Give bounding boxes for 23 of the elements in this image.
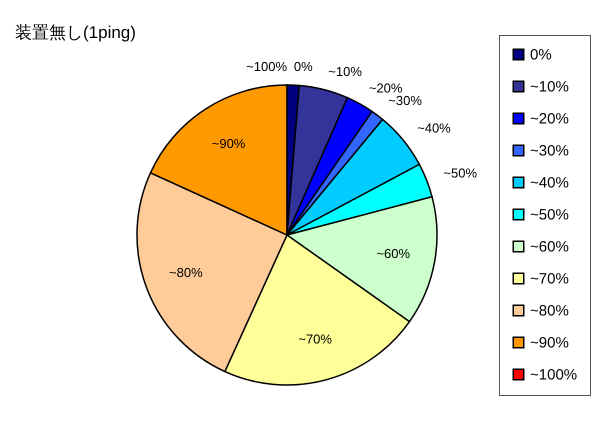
- legend-label: ~50%: [530, 206, 569, 224]
- legend-label: 0%: [530, 46, 552, 64]
- legend-label: ~40%: [530, 174, 569, 192]
- legend-label: ~100%: [530, 366, 578, 384]
- slice-label: ~20%: [368, 80, 403, 96]
- slice-label: ~90%: [212, 136, 246, 152]
- legend-label: ~90%: [530, 334, 569, 352]
- slice-label: ~30%: [388, 92, 422, 108]
- slice-label: ~10%: [328, 64, 362, 80]
- slice-label: ~80%: [169, 264, 204, 280]
- legend-label: ~30%: [530, 142, 569, 160]
- category-label: ~100%: [246, 59, 287, 74]
- slice-label: 0%: [294, 59, 314, 74]
- legend-label: ~80%: [530, 302, 569, 320]
- slice-label: ~60%: [376, 246, 411, 262]
- legend-label: ~20%: [530, 110, 569, 128]
- legend-label: ~10%: [530, 78, 569, 96]
- slice-label: ~50%: [443, 166, 478, 181]
- slice-label: ~70%: [298, 331, 332, 346]
- legend-label: ~70%: [530, 270, 569, 288]
- chart-title: 装置無し(1ping): [15, 23, 136, 42]
- slice-label: ~40%: [417, 120, 452, 136]
- legend-label: ~60%: [530, 238, 569, 256]
